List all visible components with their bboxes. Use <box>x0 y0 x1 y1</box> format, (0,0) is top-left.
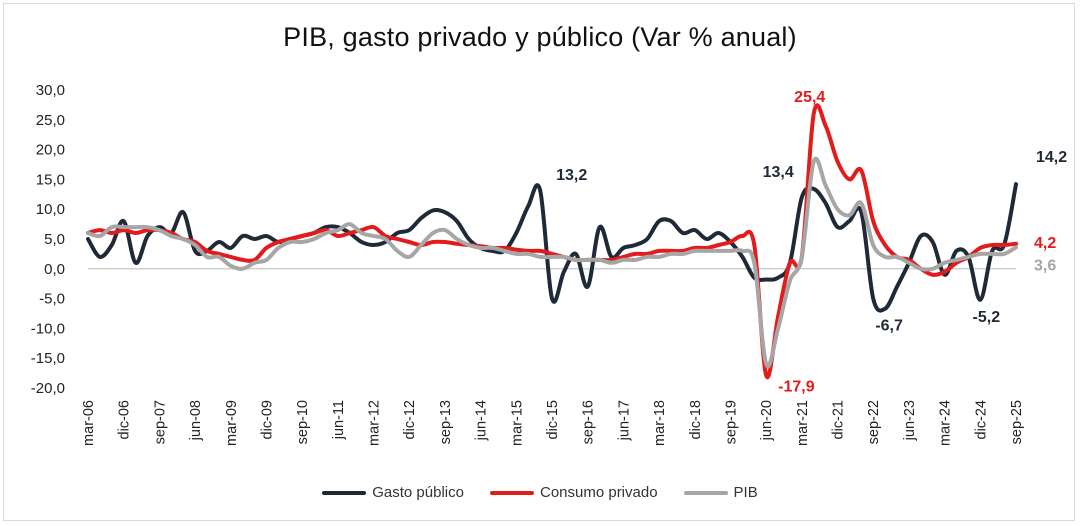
x-tick-label: mar-21 <box>795 400 811 446</box>
data-label: 13,4 <box>763 164 794 181</box>
chart-frame <box>3 3 1075 521</box>
x-tick-label: mar-09 <box>224 400 240 446</box>
y-tick-label: -5,0 <box>39 291 65 308</box>
x-tick-label: dic-09 <box>259 400 275 440</box>
x-tick-label: dic-06 <box>117 400 133 440</box>
x-tick-label: jun-11 <box>331 400 347 440</box>
x-tick-label: dic-15 <box>545 400 561 440</box>
data-label: 14,2 <box>1036 149 1067 166</box>
y-tick-label: 15,0 <box>36 171 65 188</box>
y-tick-label: 5,0 <box>44 231 65 248</box>
x-tick-label: dic-21 <box>831 400 847 440</box>
y-tick-label: -15,0 <box>31 350 65 367</box>
x-tick-label: sep-10 <box>295 400 311 444</box>
x-tick-label: jun-14 <box>474 400 490 441</box>
x-tick-label: sep-13 <box>438 400 454 444</box>
x-tick-label: mar-12 <box>367 400 383 446</box>
y-tick-label: 10,0 <box>36 201 65 218</box>
data-label: 25,4 <box>794 89 825 106</box>
x-tick-label: dic-12 <box>402 400 418 440</box>
legend-label: PIB <box>733 484 758 501</box>
y-tick-label: -10,0 <box>31 320 65 337</box>
data-label: -5,2 <box>973 309 1001 326</box>
legend-swatch <box>489 490 534 495</box>
x-tick-label: jun-08 <box>188 400 204 441</box>
x-tick-label: sep-25 <box>1009 400 1025 444</box>
legend-swatch <box>683 490 728 495</box>
legend-label: Consumo privado <box>539 484 658 501</box>
data-label: 13,2 <box>556 167 587 184</box>
y-tick-label: 30,0 <box>36 82 65 99</box>
legend-swatch <box>322 490 367 495</box>
legend-item: Consumo privado <box>489 484 658 501</box>
y-tick-label: 20,0 <box>36 142 65 159</box>
x-axis-ticks: mar-06 dic-06 sep-07 jun-08 mar-09 dic-09 sep-… <box>81 400 1025 446</box>
x-tick-label: mar-24 <box>938 400 954 446</box>
data-label: -6,7 <box>875 318 903 335</box>
x-tick-label: jun-17 <box>616 400 632 441</box>
x-tick-label: dic-24 <box>973 400 989 440</box>
series-lines <box>86 103 1018 380</box>
chart-title: PIB, gasto privado y público (Var % anua… <box>283 22 797 52</box>
data-label: 3,6 <box>1034 257 1056 274</box>
x-tick-label: sep-16 <box>581 400 597 444</box>
y-tick-label: 25,0 <box>36 112 65 129</box>
x-tick-label: sep-07 <box>152 400 168 444</box>
y-axis-ticks: 30,0 25,0 20,0 15,0 10,0 5,0 0,0 -5,0 -10,0 -15,0… <box>31 82 65 397</box>
data-label: 4,2 <box>1034 235 1056 252</box>
x-tick-label: jun-20 <box>759 400 775 441</box>
x-tick-label: sep-22 <box>866 400 882 444</box>
x-tick-label: sep-19 <box>723 400 739 444</box>
legend-item: Gasto público <box>322 484 464 501</box>
series-line-gasto-publico <box>86 182 1018 313</box>
data-annotations: 13,2 13,4 25,4 -17,9 -6,7 -5,2 14,2 4,2 3,6 <box>556 89 1067 396</box>
legend-label: Gasto público <box>372 484 464 501</box>
x-tick-label: dic-18 <box>688 400 704 440</box>
x-tick-label: mar-18 <box>652 400 668 446</box>
legend-item: PIB <box>683 484 758 501</box>
data-label: -17,9 <box>778 378 815 395</box>
y-tick-label: -20,0 <box>31 380 65 397</box>
x-tick-label: mar-06 <box>81 400 97 446</box>
legend: Gasto público Consumo privado PIB <box>0 484 1080 501</box>
series-line-consumo-privado <box>86 103 1018 380</box>
x-tick-label: jun-23 <box>902 400 918 441</box>
x-tick-label: mar-15 <box>509 400 525 446</box>
y-tick-label: 0,0 <box>44 261 65 278</box>
series-line-pib <box>86 156 1018 369</box>
